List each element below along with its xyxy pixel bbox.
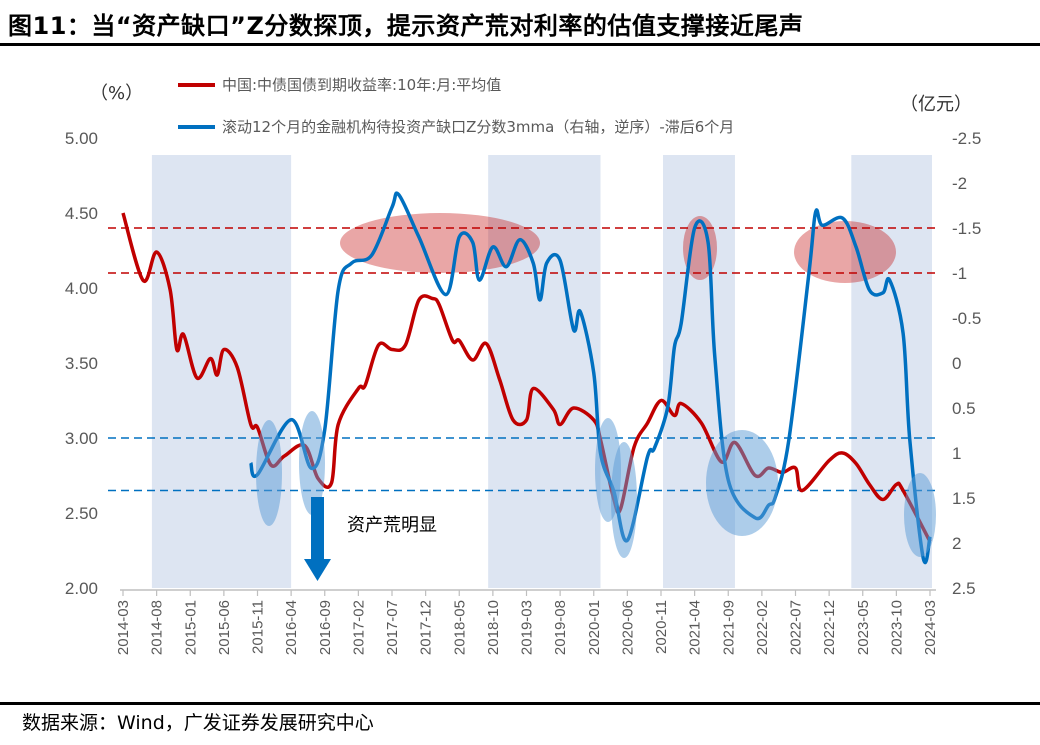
left-tick-label: 4.50 [65,204,98,223]
x-tick-label: 2019-03 [519,600,536,655]
x-tick-label: 2017-12 [418,600,435,655]
trough-highlight [904,473,936,557]
x-tick-label: 2024-03 [922,600,939,655]
left-tick-label: 3.00 [65,429,98,448]
x-tick-label: 2020-06 [619,600,636,655]
trough-highlight [256,420,282,526]
x-tick-label: 2018-10 [485,600,502,655]
left-tick-label: 2.00 [65,579,98,598]
chart: 2014-03 2014-08 2015-01 2015-06 2015-11 2016-… [65,76,981,655]
source-divider [0,702,1040,705]
asset-shortage-arrow [304,497,331,581]
right-tick-label: -1.5 [952,219,981,238]
trough-highlight [299,411,325,515]
series-line-yield [121,212,932,543]
x-tick-label: 2014-03 [115,600,132,655]
peak-highlight [794,221,896,283]
shaded-period [488,155,601,588]
peak-highlight [340,213,540,273]
x-tick-label: 2015-06 [216,600,233,655]
right-tick-label: 2.5 [952,579,976,598]
left-tick-label: 3.50 [65,354,98,373]
x-tick-label: 2022-12 [821,600,838,655]
right-tick-label: 2 [952,534,961,553]
right-tick-label: -2 [952,174,967,193]
right-axis-unit: （亿元） [900,94,972,115]
x-tick-label: 2014-08 [149,600,166,655]
x-tick-label: 2016-09 [317,600,334,655]
legend-label-zscore: 滚动12个月的金融机构待投资产缺口Z分数3mma（右轴，逆序）-滞后6个月 [222,118,734,136]
x-tick-label: 2022-02 [754,600,771,655]
x-tick-label: 2021-04 [687,600,704,655]
trough-highlight [611,442,637,558]
right-tick-label: 1 [952,444,961,463]
right-tick-label: -2.5 [952,129,981,148]
asset-shortage-annotation: 资产荒明显 [347,515,437,536]
x-tick-label: 2016-04 [283,600,300,655]
x-tick-label: 2015-11 [250,600,267,654]
right-tick-label: 0.5 [952,399,976,418]
title-divider [0,43,1040,46]
left-tick-label: 5.00 [65,129,98,148]
x-tick-label: 2021-09 [720,600,737,655]
trough-highlight [706,430,778,536]
left-axis-unit: （%） [90,83,143,104]
legend-label-yield: 中国:中债国债到期收益率:10年:月:平均值 [222,76,501,94]
x-tick-label: 2020-11 [653,600,670,654]
x-tick-label: 2018-05 [451,600,468,655]
x-tick-label: 2023-10 [888,600,905,655]
chart-title: 图11：当“资产缺口”Z分数探顶，提示资产荒对利率的估值支撑接近尾声 [8,12,804,40]
source-note: 数据来源：Wind，广发证券发展研究中心 [22,712,374,734]
right-tick-label: -1 [952,264,967,283]
x-tick-label: 2017-02 [350,600,367,655]
x-tick-label: 2015-01 [182,600,199,655]
right-tick-label: -0.5 [952,309,981,328]
right-tick-label: 0 [952,354,961,373]
left-tick-label: 2.50 [65,504,98,523]
x-tick-label: 2019-08 [552,600,569,655]
x-tick-label: 2022-07 [788,600,805,655]
right-tick-label: 1.5 [952,489,976,508]
x-tick-label: 2023-05 [855,600,872,655]
x-tick-label: 2020-01 [586,600,603,655]
x-tick-label: 2017-07 [384,600,401,655]
left-tick-label: 4.00 [65,279,98,298]
